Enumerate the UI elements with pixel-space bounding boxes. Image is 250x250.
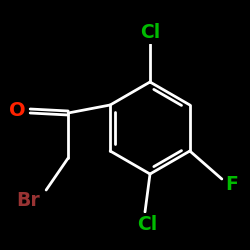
Text: Br: Br: [16, 190, 40, 210]
Text: Cl: Cl: [137, 214, 157, 234]
Text: Cl: Cl: [140, 24, 160, 42]
Text: F: F: [226, 176, 238, 195]
Text: O: O: [9, 102, 25, 120]
